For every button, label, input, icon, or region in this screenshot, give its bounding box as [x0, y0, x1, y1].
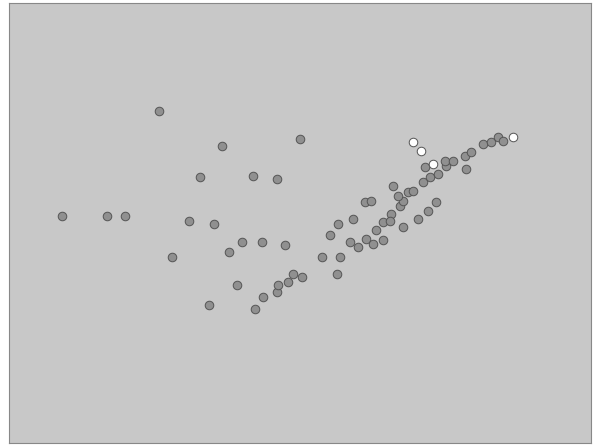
Point	[398, 197, 408, 204]
Point	[259, 293, 268, 301]
Point	[58, 212, 67, 219]
Point	[353, 244, 363, 251]
Point	[379, 237, 388, 244]
Point	[368, 240, 378, 248]
Point	[423, 207, 433, 214]
Point	[224, 248, 233, 256]
Point	[498, 137, 508, 145]
Point	[250, 305, 260, 312]
Point	[360, 198, 370, 206]
Point	[408, 187, 418, 194]
Point	[461, 165, 471, 173]
Point	[345, 239, 355, 246]
Point	[425, 174, 434, 181]
Point	[418, 179, 428, 186]
Point	[403, 189, 413, 196]
Point	[393, 192, 403, 199]
Point	[325, 232, 335, 239]
Point	[335, 253, 344, 260]
Point	[248, 172, 258, 179]
Point	[440, 157, 449, 164]
Point	[121, 212, 130, 219]
Point	[209, 220, 218, 227]
Point	[167, 253, 177, 260]
Point	[408, 139, 418, 146]
Point	[289, 270, 298, 277]
Point	[385, 217, 395, 224]
Point	[257, 239, 266, 246]
Point	[280, 242, 290, 249]
Point	[413, 215, 423, 223]
Point	[371, 227, 381, 234]
Point	[478, 140, 488, 148]
Point	[362, 235, 371, 242]
Point	[508, 134, 518, 141]
Point	[367, 197, 376, 204]
Point	[274, 282, 283, 289]
Point	[184, 217, 193, 224]
Point	[460, 152, 469, 159]
Point	[493, 134, 503, 141]
Point	[433, 170, 443, 178]
Point	[487, 139, 496, 146]
Point	[466, 149, 476, 156]
Point	[388, 182, 398, 189]
Point	[204, 301, 214, 309]
Point	[442, 162, 451, 169]
Point	[295, 136, 305, 143]
Point	[386, 211, 396, 218]
Point	[395, 202, 404, 209]
Point	[196, 174, 205, 181]
Point	[284, 278, 293, 285]
Point	[431, 198, 441, 206]
Point	[416, 147, 426, 154]
Point	[297, 273, 307, 281]
Point	[103, 212, 112, 219]
Point	[334, 220, 343, 227]
Point	[317, 253, 326, 260]
Point	[428, 161, 438, 168]
Point	[272, 289, 281, 296]
Point	[379, 219, 388, 226]
Point	[154, 107, 164, 114]
Point	[332, 270, 341, 277]
Point	[420, 164, 430, 171]
Point	[349, 215, 358, 223]
Point	[448, 157, 458, 164]
Point	[232, 282, 242, 289]
Point	[237, 239, 247, 246]
Point	[272, 175, 281, 182]
Point	[217, 142, 227, 149]
Point	[398, 223, 408, 231]
